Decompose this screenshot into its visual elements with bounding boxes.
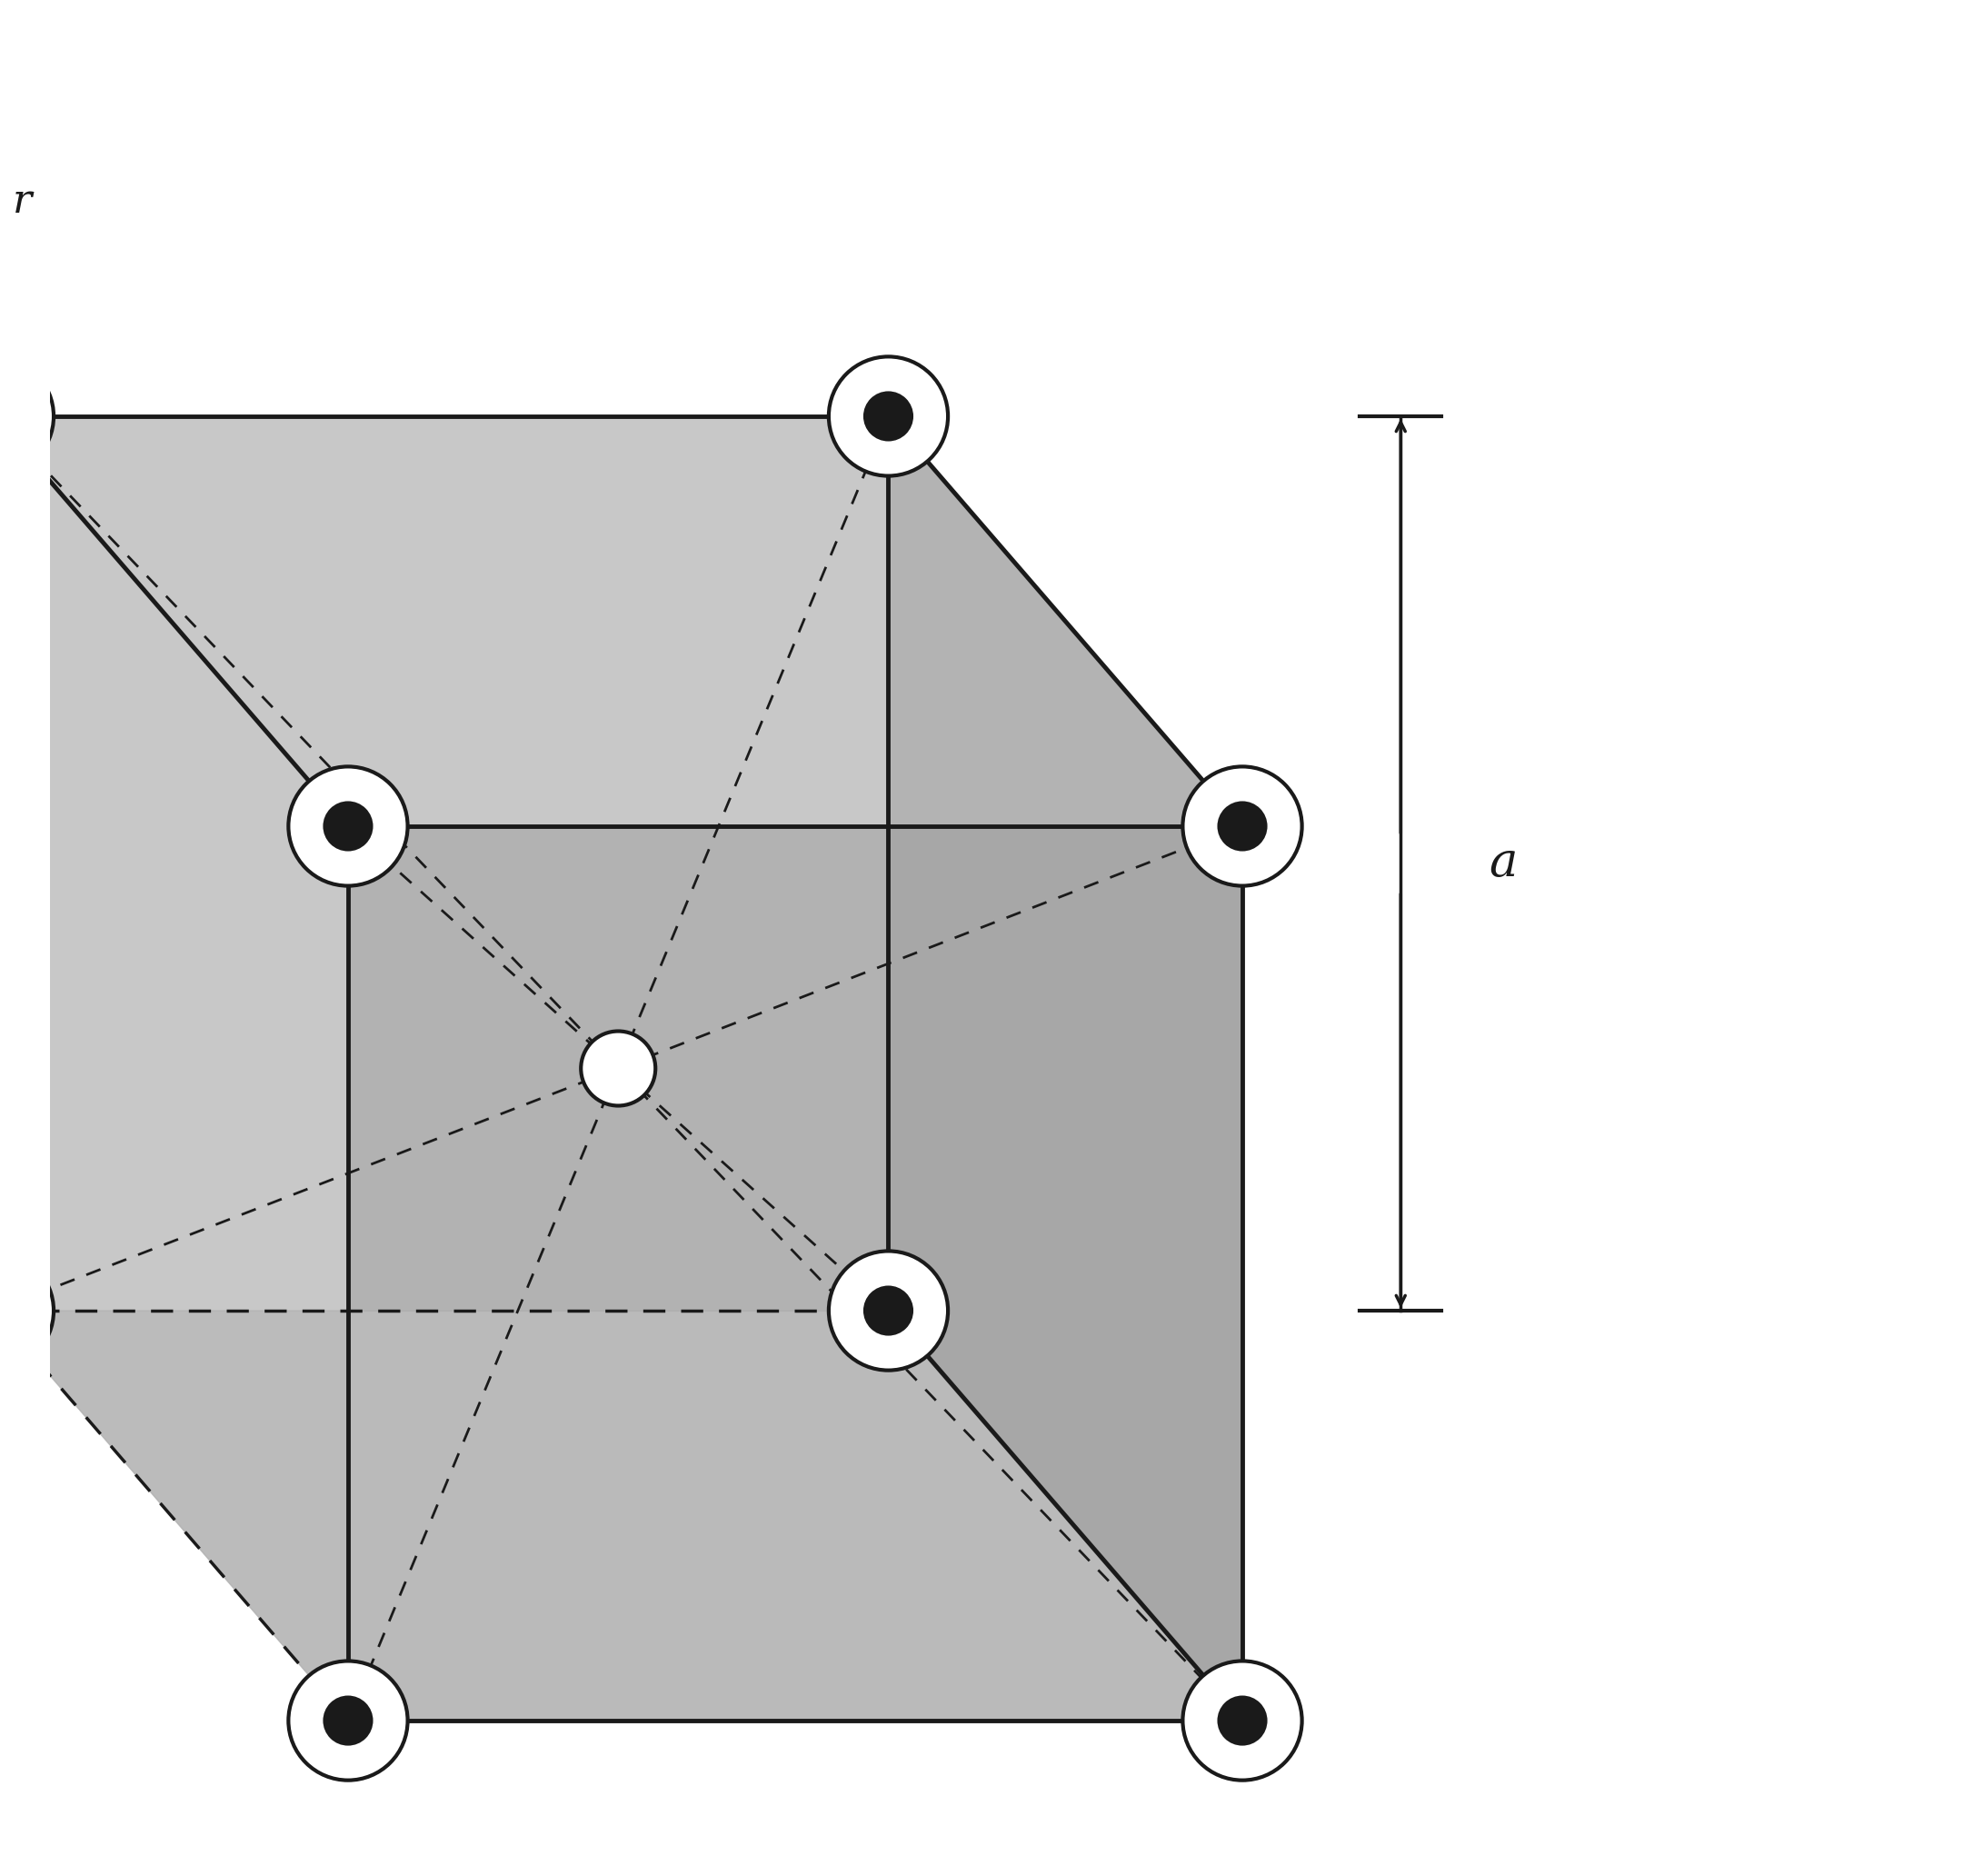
Polygon shape	[889, 416, 1243, 1720]
Polygon shape	[0, 1311, 1243, 1720]
Circle shape	[0, 392, 20, 441]
Polygon shape	[347, 825, 1243, 1720]
Polygon shape	[0, 416, 889, 1311]
Circle shape	[324, 801, 373, 852]
Circle shape	[289, 1660, 408, 1780]
Circle shape	[581, 1032, 656, 1105]
Circle shape	[324, 1696, 373, 1747]
Circle shape	[828, 356, 948, 477]
Polygon shape	[0, 416, 347, 1720]
Text: a: a	[1488, 840, 1517, 887]
Circle shape	[828, 1251, 948, 1369]
Circle shape	[0, 1285, 20, 1336]
Text: r: r	[12, 182, 31, 221]
Circle shape	[289, 767, 408, 885]
Circle shape	[864, 1285, 913, 1336]
Circle shape	[1217, 1696, 1268, 1747]
Circle shape	[864, 392, 913, 441]
Circle shape	[1217, 801, 1268, 852]
Circle shape	[0, 356, 53, 477]
Circle shape	[1184, 1660, 1301, 1780]
Polygon shape	[0, 416, 1243, 825]
Circle shape	[0, 1251, 53, 1369]
Circle shape	[1184, 767, 1301, 885]
